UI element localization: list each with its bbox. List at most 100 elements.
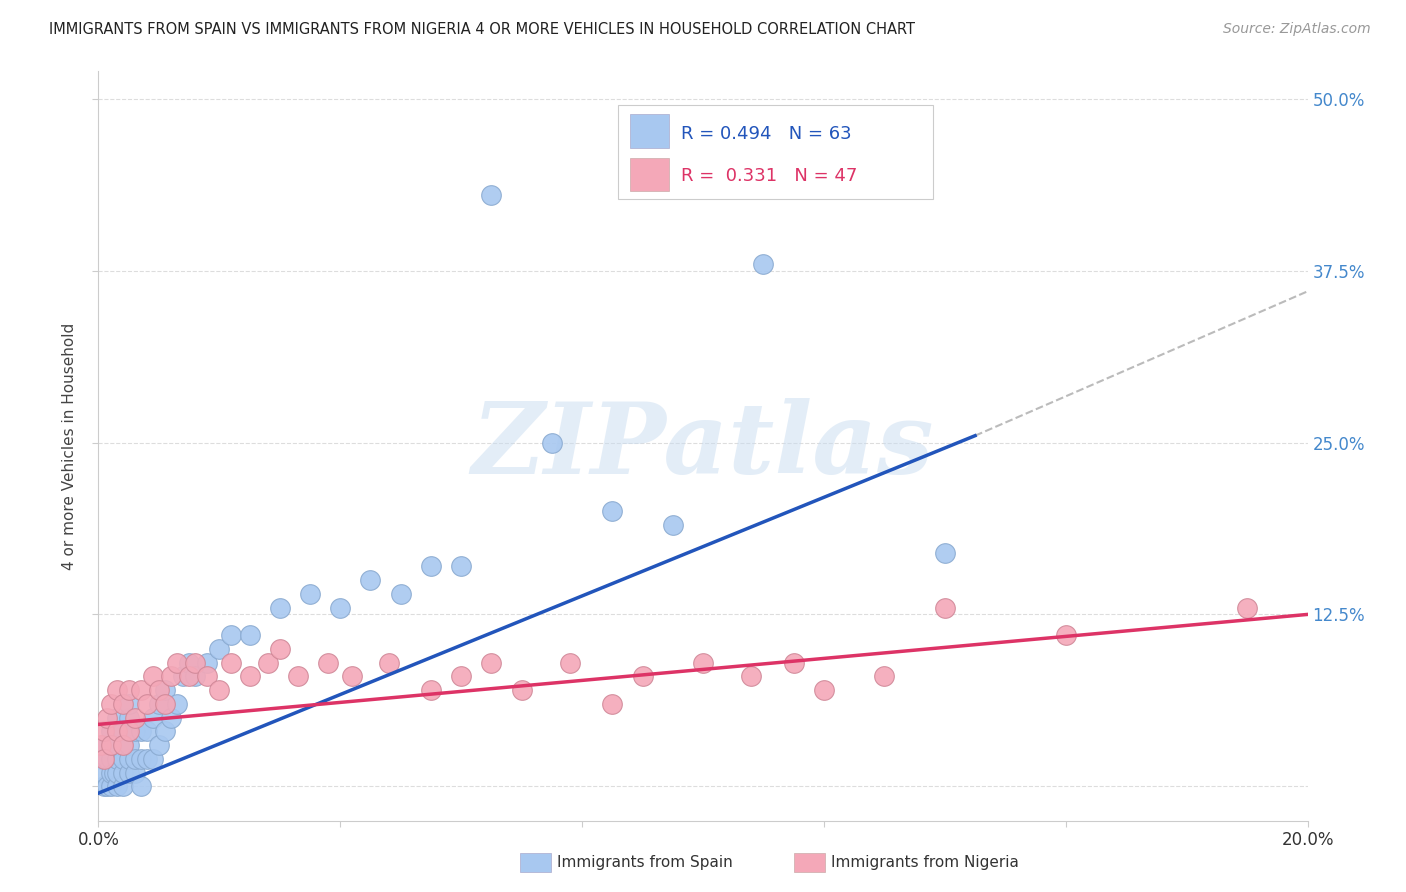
Point bbox=[239, 669, 262, 683]
Point bbox=[142, 752, 165, 766]
Point bbox=[111, 779, 134, 793]
Point bbox=[135, 752, 157, 766]
Point bbox=[135, 724, 157, 739]
Point bbox=[100, 779, 122, 793]
Point bbox=[631, 669, 654, 683]
Point bbox=[100, 765, 122, 780]
Point bbox=[118, 724, 141, 739]
Point bbox=[208, 683, 231, 698]
Text: IMMIGRANTS FROM SPAIN VS IMMIGRANTS FROM NIGERIA 4 OR MORE VEHICLES IN HOUSEHOLD: IMMIGRANTS FROM SPAIN VS IMMIGRANTS FROM… bbox=[49, 22, 915, 37]
Point bbox=[316, 656, 339, 670]
Point bbox=[195, 656, 218, 670]
Point bbox=[105, 738, 128, 752]
Point bbox=[148, 683, 170, 698]
Point bbox=[510, 683, 533, 698]
Point bbox=[142, 669, 165, 683]
Point bbox=[142, 710, 165, 724]
Point bbox=[111, 697, 134, 711]
Point bbox=[96, 779, 118, 793]
Point bbox=[105, 765, 128, 780]
Point bbox=[269, 641, 291, 656]
Point bbox=[93, 738, 115, 752]
Point bbox=[148, 697, 170, 711]
Text: ZIPatlas: ZIPatlas bbox=[472, 398, 934, 494]
Point bbox=[118, 752, 141, 766]
Point bbox=[269, 600, 291, 615]
Point bbox=[103, 738, 125, 752]
Point bbox=[135, 697, 157, 711]
Point bbox=[105, 724, 128, 739]
Point bbox=[111, 724, 134, 739]
Point bbox=[148, 738, 170, 752]
Point bbox=[602, 697, 624, 711]
Point bbox=[389, 587, 412, 601]
Point bbox=[118, 697, 141, 711]
Point bbox=[124, 752, 146, 766]
Point bbox=[342, 669, 364, 683]
Point bbox=[256, 656, 278, 670]
Point bbox=[90, 738, 112, 752]
Y-axis label: 4 or more Vehicles in Household: 4 or more Vehicles in Household bbox=[62, 322, 77, 570]
Point bbox=[740, 669, 762, 683]
Bar bbox=[630, 158, 669, 191]
Point bbox=[752, 257, 775, 271]
Text: Source: ZipAtlas.com: Source: ZipAtlas.com bbox=[1223, 22, 1371, 37]
Point bbox=[166, 697, 188, 711]
Point bbox=[558, 656, 581, 670]
Point bbox=[481, 188, 503, 202]
Text: Immigrants from Spain: Immigrants from Spain bbox=[557, 855, 733, 870]
Point bbox=[124, 765, 146, 780]
Point bbox=[450, 669, 472, 683]
Point bbox=[96, 752, 118, 766]
Point bbox=[111, 738, 134, 752]
Point bbox=[93, 779, 115, 793]
Point bbox=[111, 738, 134, 752]
Point bbox=[195, 669, 218, 683]
Point bbox=[221, 628, 243, 642]
Point bbox=[118, 683, 141, 698]
FancyBboxPatch shape bbox=[619, 105, 932, 199]
Point bbox=[184, 669, 207, 683]
Point bbox=[118, 738, 141, 752]
Point bbox=[124, 724, 146, 739]
Point bbox=[540, 435, 562, 450]
Point bbox=[166, 656, 188, 670]
Point bbox=[100, 697, 122, 711]
Text: R =  0.331   N = 47: R = 0.331 N = 47 bbox=[682, 168, 858, 186]
Point bbox=[129, 683, 152, 698]
Point bbox=[481, 656, 503, 670]
Point bbox=[1054, 628, 1077, 642]
Point bbox=[377, 656, 399, 670]
Point bbox=[420, 683, 443, 698]
Point bbox=[118, 710, 141, 724]
Point bbox=[873, 669, 896, 683]
Point bbox=[420, 559, 443, 574]
Text: R = 0.494   N = 63: R = 0.494 N = 63 bbox=[682, 125, 852, 143]
Point bbox=[105, 752, 128, 766]
Point bbox=[100, 738, 122, 752]
Point bbox=[329, 600, 352, 615]
Point bbox=[90, 752, 112, 766]
Point bbox=[360, 573, 382, 587]
Point bbox=[153, 683, 176, 698]
Point bbox=[239, 628, 262, 642]
Point bbox=[1236, 600, 1258, 615]
Point bbox=[602, 504, 624, 518]
Point bbox=[179, 669, 201, 683]
Point bbox=[93, 724, 115, 739]
Point bbox=[299, 587, 322, 601]
Point bbox=[129, 779, 152, 793]
Bar bbox=[630, 114, 669, 148]
Point bbox=[105, 683, 128, 698]
Point bbox=[153, 724, 176, 739]
Point bbox=[813, 683, 835, 698]
Point bbox=[783, 656, 806, 670]
Point bbox=[96, 710, 118, 724]
Point bbox=[111, 752, 134, 766]
Point bbox=[287, 669, 309, 683]
Point bbox=[118, 765, 141, 780]
Point bbox=[208, 641, 231, 656]
Point bbox=[111, 765, 134, 780]
Point bbox=[934, 600, 956, 615]
Point bbox=[450, 559, 472, 574]
